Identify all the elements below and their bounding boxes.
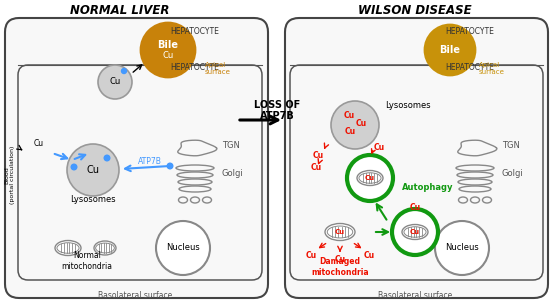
Ellipse shape	[359, 173, 381, 183]
Text: HEPATOCYTE: HEPATOCYTE	[445, 27, 494, 35]
Text: Cu: Cu	[409, 203, 420, 211]
Text: ATP7B: ATP7B	[260, 111, 294, 121]
Text: Cu: Cu	[410, 229, 420, 235]
Text: Cu: Cu	[356, 119, 367, 127]
Ellipse shape	[327, 226, 353, 238]
Text: Cu: Cu	[109, 77, 121, 87]
Circle shape	[67, 144, 119, 196]
Circle shape	[141, 23, 195, 77]
Ellipse shape	[57, 243, 79, 253]
Text: Cu: Cu	[343, 110, 355, 120]
Ellipse shape	[404, 227, 426, 237]
Text: Apical
surface: Apical surface	[479, 62, 505, 74]
Text: Normal
mitochondria: Normal mitochondria	[61, 251, 112, 271]
Circle shape	[71, 164, 77, 170]
Ellipse shape	[357, 170, 383, 185]
Text: ATP7B: ATP7B	[138, 157, 162, 167]
Text: HEPATOCYTE: HEPATOCYTE	[445, 63, 494, 73]
Text: Golgi: Golgi	[222, 168, 244, 178]
Ellipse shape	[96, 243, 114, 253]
Text: Cu: Cu	[310, 163, 321, 173]
Text: Lysosomes: Lysosomes	[385, 101, 430, 109]
Text: Blood
(portal circulation): Blood (portal circulation)	[4, 146, 16, 204]
Text: TGN: TGN	[502, 141, 520, 149]
Text: Cu: Cu	[335, 256, 346, 264]
Text: Cu: Cu	[312, 150, 324, 160]
Text: Nucleus: Nucleus	[445, 243, 479, 253]
Text: Cu: Cu	[373, 143, 384, 152]
Ellipse shape	[94, 241, 116, 255]
Text: Cu: Cu	[162, 51, 173, 59]
Text: Cu: Cu	[335, 229, 345, 235]
Circle shape	[392, 209, 438, 255]
Ellipse shape	[325, 224, 355, 241]
Circle shape	[104, 155, 110, 161]
Text: Apical
surface: Apical surface	[205, 62, 231, 74]
Text: Damaged
mitochondria: Damaged mitochondria	[311, 257, 369, 277]
Text: TGN: TGN	[222, 141, 240, 149]
Circle shape	[167, 163, 173, 169]
Text: Bile: Bile	[439, 45, 460, 55]
Circle shape	[156, 221, 210, 275]
Circle shape	[425, 25, 475, 75]
Text: Golgi: Golgi	[502, 168, 524, 178]
Text: HEPATOCYTE: HEPATOCYTE	[171, 27, 219, 35]
Circle shape	[435, 221, 489, 275]
Ellipse shape	[402, 224, 428, 239]
FancyBboxPatch shape	[5, 18, 268, 298]
Text: Cu: Cu	[305, 250, 316, 260]
Text: Cu: Cu	[34, 138, 44, 148]
Text: LOSS OF: LOSS OF	[254, 100, 300, 110]
Circle shape	[331, 101, 379, 149]
Text: HEPATOCYTE: HEPATOCYTE	[171, 63, 219, 73]
Text: Cu: Cu	[86, 165, 100, 175]
Circle shape	[121, 69, 126, 74]
Circle shape	[98, 65, 132, 99]
Text: Bile: Bile	[157, 40, 178, 50]
Text: Cu: Cu	[365, 175, 375, 181]
Text: Basolateral surface: Basolateral surface	[378, 290, 452, 300]
Text: Nucleus: Nucleus	[166, 243, 200, 253]
FancyBboxPatch shape	[285, 18, 548, 298]
Text: Autophagy: Autophagy	[402, 184, 454, 192]
Text: Lysosomes: Lysosomes	[70, 196, 116, 204]
Text: WILSON DISEASE: WILSON DISEASE	[358, 3, 472, 16]
Text: Cu: Cu	[363, 250, 375, 260]
Text: Cu: Cu	[345, 127, 356, 137]
Circle shape	[347, 155, 393, 201]
Text: Basolateral surface: Basolateral surface	[98, 290, 172, 300]
Ellipse shape	[55, 241, 81, 256]
Text: NORMAL LIVER: NORMAL LIVER	[70, 3, 170, 16]
